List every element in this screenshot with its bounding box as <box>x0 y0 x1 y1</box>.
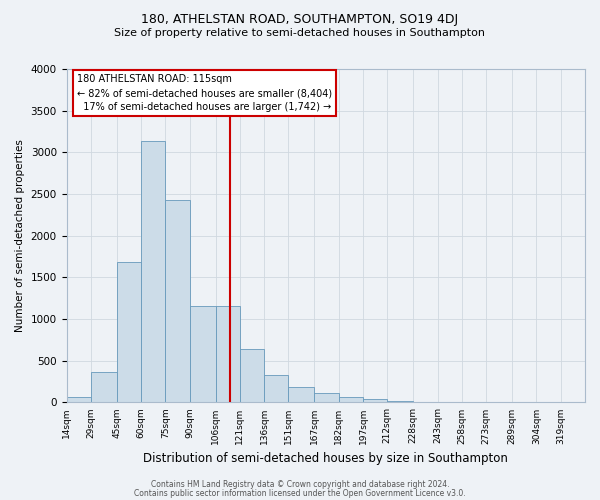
Bar <box>264 375 289 402</box>
Bar <box>289 386 314 402</box>
Bar <box>141 140 166 402</box>
Bar <box>314 394 339 402</box>
Bar <box>190 306 215 402</box>
Y-axis label: Number of semi-detached properties: Number of semi-detached properties <box>15 140 25 332</box>
X-axis label: Distribution of semi-detached houses by size in Southampton: Distribution of semi-detached houses by … <box>143 452 508 465</box>
Bar <box>363 399 388 402</box>
Bar <box>166 200 190 402</box>
Text: Contains public sector information licensed under the Open Government Licence v3: Contains public sector information licen… <box>134 488 466 498</box>
Bar <box>388 401 413 402</box>
Bar <box>67 396 91 402</box>
Bar <box>240 349 264 403</box>
Bar <box>339 398 363 402</box>
Bar <box>91 372 117 402</box>
Bar <box>215 306 240 402</box>
Bar <box>117 262 141 402</box>
Text: 180, ATHELSTAN ROAD, SOUTHAMPTON, SO19 4DJ: 180, ATHELSTAN ROAD, SOUTHAMPTON, SO19 4… <box>142 12 458 26</box>
Text: Contains HM Land Registry data © Crown copyright and database right 2024.: Contains HM Land Registry data © Crown c… <box>151 480 449 489</box>
Text: 180 ATHELSTAN ROAD: 115sqm
← 82% of semi-detached houses are smaller (8,404)
  1: 180 ATHELSTAN ROAD: 115sqm ← 82% of semi… <box>77 74 332 112</box>
Text: Size of property relative to semi-detached houses in Southampton: Size of property relative to semi-detach… <box>115 28 485 38</box>
